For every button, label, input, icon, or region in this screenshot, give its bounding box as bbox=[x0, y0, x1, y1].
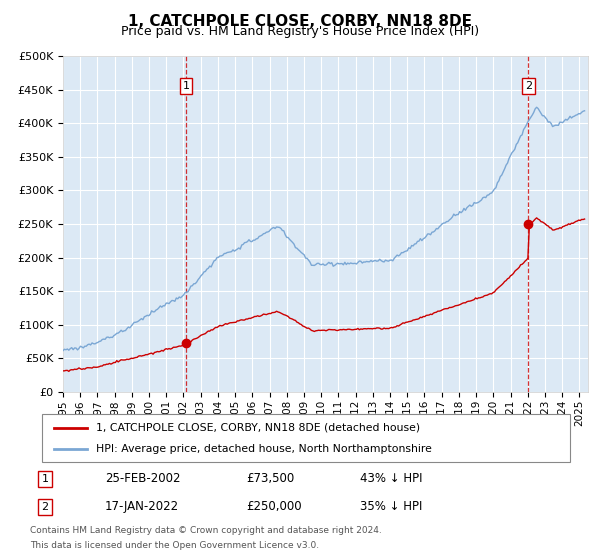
Text: 25-FEB-2002: 25-FEB-2002 bbox=[105, 472, 181, 486]
Text: Contains HM Land Registry data © Crown copyright and database right 2024.: Contains HM Land Registry data © Crown c… bbox=[30, 526, 382, 535]
Text: 17-JAN-2022: 17-JAN-2022 bbox=[105, 500, 179, 514]
Text: HPI: Average price, detached house, North Northamptonshire: HPI: Average price, detached house, Nort… bbox=[96, 444, 432, 454]
Text: This data is licensed under the Open Government Licence v3.0.: This data is licensed under the Open Gov… bbox=[30, 541, 319, 550]
Text: 2: 2 bbox=[525, 81, 532, 91]
Text: Price paid vs. HM Land Registry's House Price Index (HPI): Price paid vs. HM Land Registry's House … bbox=[121, 25, 479, 38]
Text: 1: 1 bbox=[41, 474, 49, 484]
Text: £73,500: £73,500 bbox=[246, 472, 294, 486]
Text: 1: 1 bbox=[182, 81, 190, 91]
Text: 2: 2 bbox=[41, 502, 49, 512]
Text: 1, CATCHPOLE CLOSE, CORBY, NN18 8DE: 1, CATCHPOLE CLOSE, CORBY, NN18 8DE bbox=[128, 14, 472, 29]
Text: 1, CATCHPOLE CLOSE, CORBY, NN18 8DE (detached house): 1, CATCHPOLE CLOSE, CORBY, NN18 8DE (det… bbox=[96, 423, 420, 433]
Text: 43% ↓ HPI: 43% ↓ HPI bbox=[360, 472, 422, 486]
Text: 35% ↓ HPI: 35% ↓ HPI bbox=[360, 500, 422, 514]
Text: £250,000: £250,000 bbox=[246, 500, 302, 514]
